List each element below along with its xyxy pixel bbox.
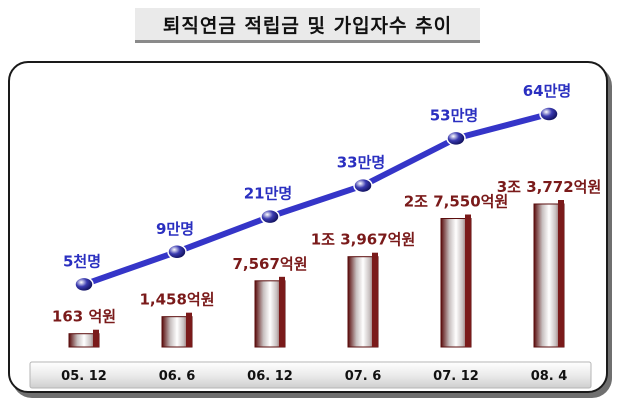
line-point (539, 106, 559, 122)
subscriber-value-label: 5천명 (63, 252, 101, 270)
subscriber-value-label: 9만명 (156, 220, 194, 238)
category-tick-label: 08. 4 (531, 369, 568, 384)
chart-title: 퇴직연금 적립금 및 가입자수 추이 (135, 8, 480, 43)
category-tick-label: 06. 12 (247, 369, 293, 384)
subscriber-line (81, 111, 552, 288)
chart-frame (8, 61, 608, 393)
bar-side (186, 312, 192, 347)
category-tick-label: 06. 6 (159, 369, 196, 384)
bar-value-label: 163 억원 (52, 308, 116, 326)
subscriber-value-label: 53만명 (430, 106, 478, 124)
bar-side (558, 200, 564, 347)
category-band (29, 361, 592, 389)
subscriber-value-label: 21만명 (244, 185, 292, 203)
subscriber-value-label: 64만명 (523, 82, 571, 100)
category-tick-label: 07. 6 (345, 369, 382, 384)
line-point (74, 276, 94, 293)
line-point (446, 130, 466, 147)
line-point (353, 177, 373, 194)
category-tick-label: 07. 12 (433, 369, 479, 384)
bar-side (93, 329, 99, 347)
bar-value-label: 2조 7,550억원 (404, 193, 509, 211)
line-point (167, 244, 187, 260)
bar-value-label: 3조 3,772억원 (497, 178, 602, 196)
bar-side (465, 214, 471, 347)
bar-value-label: 1조 3,967억원 (311, 231, 416, 249)
category-tick-label: 05. 12 (61, 369, 107, 384)
bar-value-label: 7,567억원 (232, 255, 307, 273)
bar-side (279, 276, 285, 347)
subscriber-value-label: 33만명 (337, 154, 385, 172)
line-point (260, 208, 280, 225)
bar-value-label: 1,458억원 (139, 291, 214, 309)
bar-side (372, 252, 378, 347)
